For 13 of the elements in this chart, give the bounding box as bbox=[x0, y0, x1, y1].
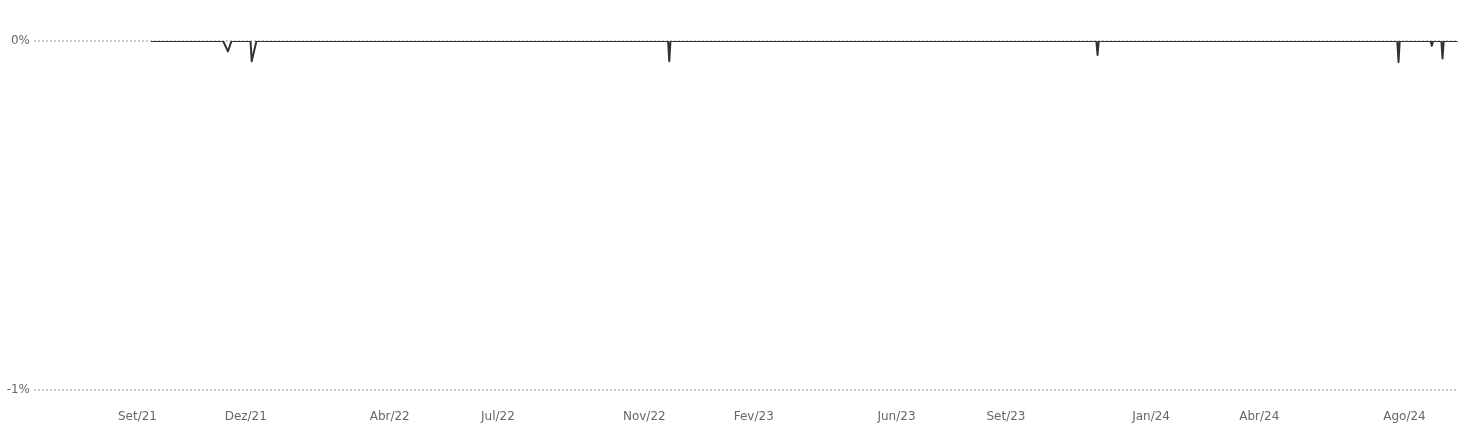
y-tick-label: -1% bbox=[6, 381, 30, 396]
x-tick-label: Dez/21 bbox=[224, 408, 267, 423]
x-tick-label: Fev/23 bbox=[733, 408, 774, 423]
x-tick-label: Jul/22 bbox=[480, 408, 515, 423]
x-tick-label: Set/21 bbox=[117, 408, 158, 423]
x-tick-label: Jan/24 bbox=[1131, 408, 1170, 423]
x-tick-label: Abr/22 bbox=[369, 408, 410, 423]
x-tick-label: Nov/22 bbox=[622, 408, 666, 423]
y-tick-label: 0% bbox=[10, 33, 30, 48]
x-tick-label: Jun/23 bbox=[876, 408, 916, 423]
x-tick-label: Abr/24 bbox=[1239, 408, 1280, 423]
x-tick-label: Set/23 bbox=[986, 408, 1026, 423]
x-tick-label: Ago/24 bbox=[1383, 408, 1426, 423]
